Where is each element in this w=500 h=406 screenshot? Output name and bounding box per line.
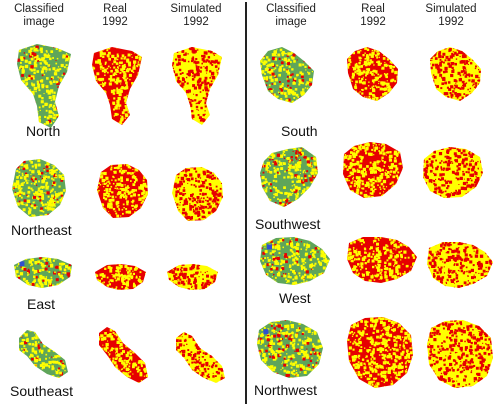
header-simulated-right: Simulated 1992 <box>418 3 484 29</box>
map-west-real <box>347 237 417 283</box>
map-northeast-classified <box>12 159 66 217</box>
map-northeast-real <box>97 164 148 218</box>
map-south-classified <box>260 47 314 103</box>
region-label-south: South <box>281 123 318 139</box>
header-simulated-line1: Simulated <box>170 3 222 15</box>
header-classified-line1: Classified <box>266 3 316 15</box>
region-label-northwest: Northwest <box>254 382 318 398</box>
map-east-simulated <box>167 264 218 290</box>
header-real-line2: 1992 <box>360 16 386 28</box>
header-simulated-line1: Simulated <box>425 3 477 15</box>
header-simulated-line2: 1992 <box>438 16 464 28</box>
map-outline <box>172 47 222 125</box>
map-outline <box>19 330 68 378</box>
map-southwest-classified <box>260 147 318 207</box>
map-south-real <box>347 47 398 101</box>
region-label-north: North <box>26 123 61 139</box>
header-real-line1: Real <box>361 3 385 15</box>
map-northwest-simulated <box>427 320 493 388</box>
map-east-real <box>95 264 146 290</box>
region-label-east: East <box>27 296 56 312</box>
header-simulated-line2: 1992 <box>183 16 209 28</box>
map-northwest-real <box>347 317 413 388</box>
map-north-classified <box>17 44 71 128</box>
map-north-real <box>92 47 142 125</box>
map-outline <box>427 320 493 388</box>
map-southwest-real <box>343 142 403 198</box>
map-northwest-classified <box>257 320 323 378</box>
map-northeast-simulated <box>172 167 223 221</box>
region-label-northeast: Northeast <box>11 222 72 238</box>
map-east-classified <box>14 257 72 288</box>
map-outline <box>176 332 225 383</box>
region-label-southeast: Southeast <box>10 383 74 399</box>
header-classified-line2: image <box>275 16 307 28</box>
map-outline <box>99 327 148 383</box>
header-classified-right: Classified image <box>262 3 320 29</box>
header-real-line2: 1992 <box>102 16 128 28</box>
header-classified-line1: Classified <box>14 3 64 15</box>
map-southeast-real <box>99 327 148 383</box>
map-north-simulated <box>172 47 222 125</box>
region-label-west: West <box>279 290 311 306</box>
map-west-classified <box>260 237 330 285</box>
map-southeast-simulated <box>176 332 225 383</box>
header-simulated-left: Simulated 1992 <box>163 3 229 29</box>
header-real-line1: Real <box>103 3 127 15</box>
header-real-right: Real 1992 <box>348 3 398 29</box>
map-west-simulated <box>427 242 493 288</box>
region-label-southwest: Southwest <box>255 216 321 232</box>
map-outline <box>430 47 481 101</box>
header-classified-line2: image <box>23 16 55 28</box>
map-south-simulated <box>430 47 481 101</box>
map-southwest-simulated <box>423 147 483 198</box>
header-classified-left: Classified image <box>10 3 68 29</box>
map-southeast-classified <box>19 330 68 378</box>
map-outline <box>257 320 323 378</box>
panel-divider <box>245 2 247 404</box>
header-real-left: Real 1992 <box>90 3 140 29</box>
